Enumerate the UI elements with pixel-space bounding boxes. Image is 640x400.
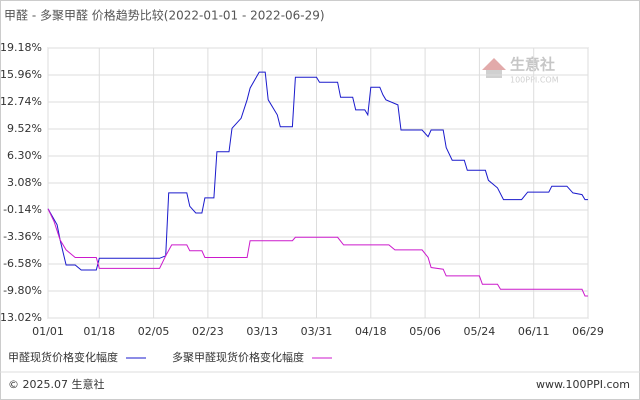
y-tick-label: 9.52%	[7, 122, 42, 135]
x-tick-label: 03/31	[301, 325, 333, 338]
y-tick-label: 15.96%	[0, 68, 42, 81]
series-line	[47, 71, 588, 271]
footer-site: www.100PPI.com	[536, 378, 630, 391]
x-tick-label: 02/23	[192, 325, 224, 338]
y-tick-label: -0.14%	[3, 203, 42, 216]
x-tick-label: 05/06	[409, 325, 441, 338]
y-tick-label: -13.02%	[0, 311, 42, 324]
y-tick-label: 6.30%	[7, 149, 42, 162]
x-tick-label: 03/13	[246, 325, 278, 338]
legend-label: 甲醛现货价格变化幅度	[8, 350, 118, 364]
watermark-name: 生意社	[510, 56, 555, 74]
x-tick-label: 01/01	[32, 325, 64, 338]
y-tick-label: 3.08%	[7, 176, 42, 189]
y-tick-label: 12.74%	[0, 95, 42, 108]
y-tick-label: -3.36%	[3, 230, 42, 243]
x-tick-label: 02/05	[138, 325, 170, 338]
y-tick-label: -9.80%	[3, 284, 42, 297]
series-line	[47, 208, 588, 297]
logo-roof	[482, 58, 506, 70]
legend-label: 多聚甲醛现货价格变化幅度	[172, 350, 304, 364]
x-tick-label: 05/24	[464, 325, 496, 338]
footer-copyright: © 2025.07 生意社	[8, 377, 104, 391]
x-tick-label: 01/18	[83, 325, 115, 338]
logo-base	[486, 70, 502, 78]
x-tick-label: 04/18	[355, 325, 387, 338]
y-tick-label: -6.58%	[3, 257, 42, 270]
watermark-site: 100PPI.COM	[510, 76, 559, 85]
y-tick-label: 19.18%	[0, 41, 42, 54]
watermark: 生意社 100PPI.COM	[482, 56, 559, 85]
x-tick-label: 06/29	[572, 325, 604, 338]
x-tick-label: 06/11	[518, 325, 550, 338]
chart-title: 甲醛 - 多聚甲醛 价格趋势比较(2022-01-01 - 2022-06-29…	[4, 8, 325, 23]
